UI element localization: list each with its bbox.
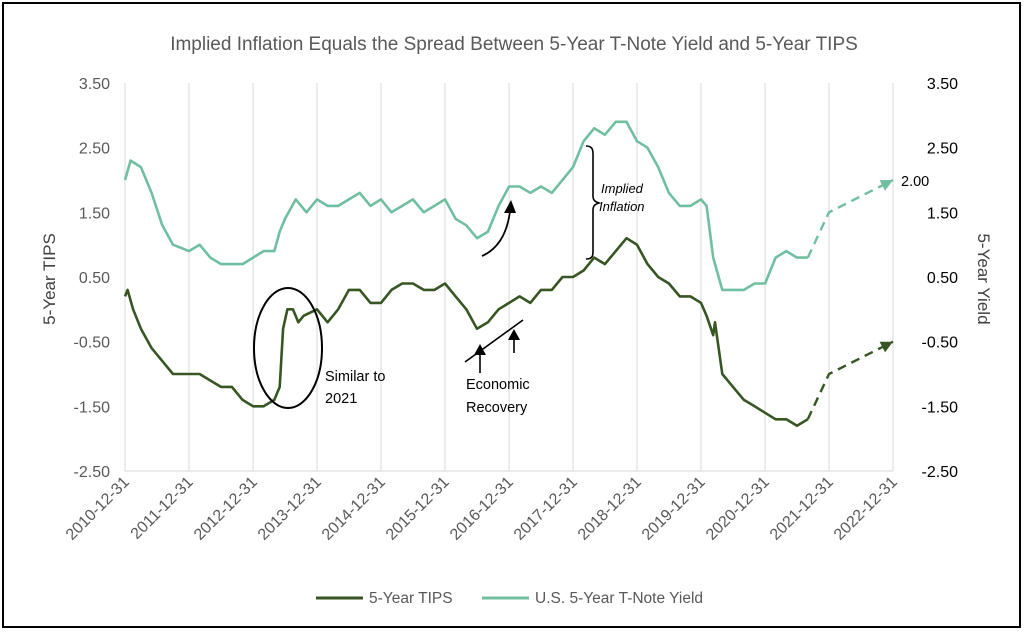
y-tick-label-left: -1.50: [74, 399, 111, 416]
chart-frame: Implied Inflation Equals the Spread Betw…: [2, 2, 1021, 628]
legend: 5-Year TIPS U.S. 5-Year T-Note Yield: [316, 590, 703, 607]
series-line-yield: [123, 120, 808, 292]
y-axis-right-ticks: 3.50 2.50 1.50 0.50 -0.50 -1.50 -2.50: [922, 76, 959, 481]
vertical-gridlines: [124, 83, 894, 471]
projection-line-tips: [806, 340, 894, 420]
x-axis-ticks: 2010-12-312011-12-312012-12-312013-12-31…: [63, 474, 901, 544]
y-tick-label-left: 3.50: [79, 76, 110, 93]
x-tick-label: 2012-12-31: [191, 474, 261, 544]
annotation-implied-line1: Implied: [601, 181, 644, 196]
annotation-implied-line2: Inflation: [599, 199, 645, 214]
x-tick-label: 2018-12-31: [575, 474, 645, 544]
annotation-similar-line2: 2021: [325, 391, 357, 407]
curved-arrow: [481, 210, 511, 257]
legend-label-tips: 5-Year TIPS: [369, 590, 453, 607]
x-tick-label: 2020-12-31: [703, 474, 773, 544]
projection-arrowhead-yield: [879, 180, 893, 191]
end-value-label: 2.00: [901, 174, 929, 190]
x-tick-label: 2019-12-31: [639, 474, 709, 544]
highlight-ellipse: [253, 287, 323, 409]
y-tick-label-right: -1.50: [922, 399, 959, 416]
y-axis-left-title: 5-Year TIPS: [40, 233, 59, 325]
chart-title: Implied Inflation Equals the Spread Betw…: [170, 34, 858, 55]
y-axis-right-title: 5-Year Yield: [974, 233, 993, 324]
annotation-similar-line1: Similar to: [325, 369, 385, 385]
series-layer: [123, 120, 894, 428]
y-tick-label-right: 0.50: [927, 270, 958, 287]
curved-arrow-head: [504, 200, 516, 213]
y-tick-label-left: 2.50: [79, 141, 110, 158]
y-tick-label-right: 1.50: [927, 205, 958, 222]
x-tick-label: 2017-12-31: [511, 474, 581, 544]
y-tick-label-right: 3.50: [927, 76, 958, 93]
y-tick-label-left: 0.50: [79, 270, 110, 287]
y-tick-label-left: -2.50: [74, 464, 111, 481]
x-tick-label: 2010-12-31: [63, 474, 133, 544]
projection-line-yield: [806, 178, 894, 259]
recovery-arrow-right-head: [508, 329, 520, 340]
x-tick-label: 2013-12-31: [255, 474, 325, 544]
y-tick-label-left: 1.50: [79, 205, 110, 222]
chart-svg: Implied Inflation Equals the Spread Betw…: [40, 34, 993, 607]
implied-inflation-brace: [585, 145, 602, 260]
x-tick-label: 2022-12-31: [831, 474, 901, 544]
y-axis-left-ticks: 3.50 2.50 1.50 0.50 -0.50 -1.50 -2.50: [74, 76, 111, 481]
annotation-recovery-line1: Economic: [466, 377, 530, 393]
y-tick-label-left: -0.50: [74, 335, 111, 352]
y-tick-label-right: -0.50: [922, 335, 959, 352]
x-tick-label: 2015-12-31: [383, 474, 453, 544]
x-tick-label: 2021-12-31: [767, 474, 837, 544]
recovery-arrow-left-head: [474, 344, 486, 355]
y-tick-label-right: -2.50: [922, 464, 959, 481]
x-tick-label: 2011-12-31: [128, 474, 197, 543]
series-line-tips: [123, 236, 809, 428]
x-tick-label: 2016-12-31: [447, 474, 517, 544]
x-tick-label: 2014-12-31: [319, 474, 389, 544]
legend-label-yield: U.S. 5-Year T-Note Yield: [535, 590, 703, 607]
projection-arrowhead-tips: [879, 341, 893, 353]
annotation-recovery-line2: Recovery: [466, 400, 528, 416]
y-tick-label-right: 2.50: [927, 141, 958, 158]
